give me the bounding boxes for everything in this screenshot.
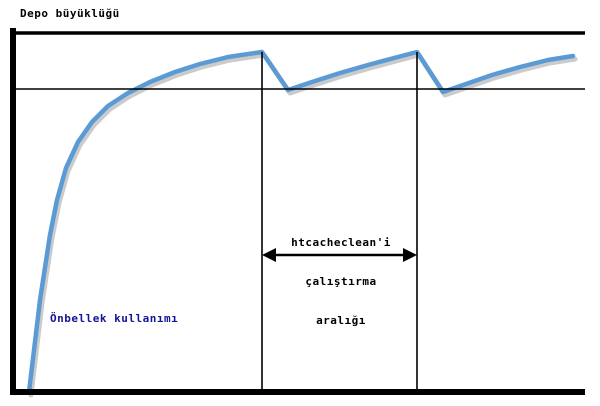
cache-usage-curve [26, 49, 576, 395]
interval-annotation-line-2: çalıştırma [305, 275, 377, 288]
interval-arrow [262, 248, 417, 262]
interval-annotation-line-1: htcacheclean'i [291, 236, 391, 249]
page-title: Depo büyüklüğü [20, 7, 120, 20]
interval-annotation-line-3: aralığı [316, 314, 366, 327]
interval-annotation: htcacheclean'i çalıştırma aralığı [264, 210, 418, 353]
cache-usage-label: Önbellek kullanımı [50, 312, 179, 325]
